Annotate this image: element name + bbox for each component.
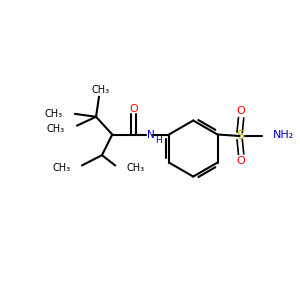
Text: CH₃: CH₃ [44,109,62,119]
Text: N: N [147,130,155,140]
Text: O: O [237,106,245,116]
Text: O: O [129,103,138,113]
Text: CH₃: CH₃ [126,164,145,173]
Text: S: S [236,130,244,142]
Text: H: H [155,136,161,145]
Text: CH₃: CH₃ [47,124,65,134]
Text: CH₃: CH₃ [52,164,71,173]
Text: CH₃: CH₃ [92,85,110,95]
Text: NH₂: NH₂ [273,130,294,140]
Text: O: O [237,156,245,166]
